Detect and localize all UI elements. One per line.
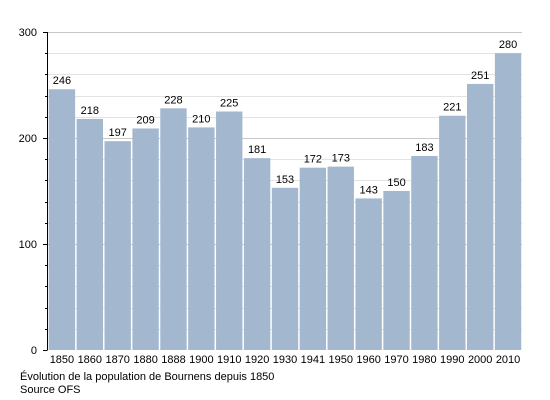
x-tick-label-1930: 1930 [273, 354, 297, 366]
x-tick-label-1888: 1888 [161, 354, 185, 366]
x-tick-label-1970: 1970 [384, 354, 408, 366]
x-tick-label-2010: 2010 [496, 354, 520, 366]
x-tick-label-1950: 1950 [329, 354, 353, 366]
x-tick-label-1980: 1980 [412, 354, 436, 366]
x-tick-label-1850: 1850 [50, 354, 74, 366]
data-label-1880: 209 [136, 114, 154, 126]
bar-1950 [327, 166, 354, 350]
axes: 1850 1860 1870 1880 1888 1900 1910 1920 1930 1941… [19, 27, 521, 366]
x-tick-label-1880: 1880 [133, 354, 157, 366]
data-label-2010: 280 [499, 39, 517, 51]
x-tick-label-1910: 1910 [217, 354, 241, 366]
data-label-2000: 251 [471, 70, 489, 82]
data-label-1870: 197 [109, 127, 127, 139]
bar-1920 [243, 158, 271, 350]
chart-title: Évolution de la population de Bournens d… [20, 371, 275, 383]
bar-2000 [466, 83, 494, 350]
data-label-1970: 150 [387, 177, 405, 189]
bar-1960 [355, 198, 382, 350]
y-tick-label-100: 100 [19, 239, 37, 251]
data-label-1860: 218 [81, 105, 99, 117]
bar-1930 [271, 187, 299, 350]
bar-1860 [76, 118, 104, 350]
data-label-1900: 210 [192, 113, 210, 125]
x-tick-label-1941: 1941 [301, 354, 325, 366]
data-label-1950: 173 [332, 153, 350, 165]
bar-1990 [439, 115, 466, 351]
data-label-1920: 181 [248, 144, 266, 156]
bar-1980 [411, 156, 438, 350]
data-labels: 246 218 197 209 228 210 225 181 153 172 173 143 150 1… [53, 39, 517, 196]
bar-1910 [216, 111, 243, 350]
x-tick-label-1920: 1920 [245, 354, 269, 366]
x-tick-label-1960: 1960 [356, 354, 380, 366]
bar-1870 [104, 141, 131, 350]
x-tick-label-1900: 1900 [189, 354, 213, 366]
bar-1850 [48, 89, 76, 351]
x-tick-label-2000: 2000 [468, 354, 492, 366]
data-label-1850: 246 [53, 75, 71, 87]
y-tick-label-300: 300 [19, 27, 37, 39]
y-tick-label-0: 0 [31, 345, 37, 357]
bar-1880 [132, 128, 159, 350]
data-label-1910: 225 [220, 98, 238, 110]
data-label-1980: 183 [415, 142, 433, 154]
bar-1900 [188, 127, 215, 351]
data-label-1941: 172 [304, 154, 322, 166]
data-label-1990: 221 [443, 102, 461, 114]
y-tick-label-200: 200 [19, 133, 37, 145]
chart-source: Source OFS [20, 384, 81, 396]
bar-1941 [299, 167, 327, 350]
bar-1888 [160, 108, 187, 350]
data-label-1888: 228 [164, 94, 182, 106]
x-tick-label-1870: 1870 [105, 354, 129, 366]
data-label-1960: 143 [359, 184, 377, 196]
bar-2010 [494, 53, 522, 350]
bars [48, 53, 522, 351]
data-label-1930: 153 [276, 174, 294, 186]
bar-1970 [383, 191, 410, 350]
x-tick-label-1990: 1990 [440, 354, 464, 366]
x-tick-label-1860: 1860 [78, 354, 102, 366]
